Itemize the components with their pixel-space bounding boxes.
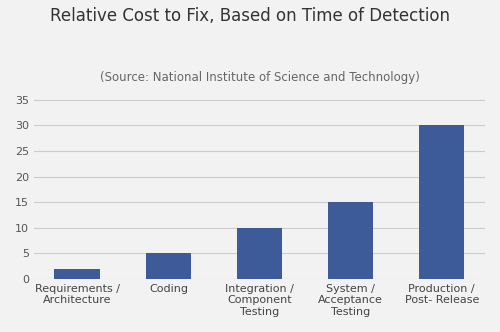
Bar <box>419 125 465 279</box>
Bar <box>146 253 191 279</box>
Bar <box>236 228 282 279</box>
Text: Relative Cost to Fix, Based on Time of Detection: Relative Cost to Fix, Based on Time of D… <box>50 7 450 25</box>
Bar <box>54 269 100 279</box>
Bar <box>328 202 374 279</box>
Title: (Source: National Institute of Science and Technology): (Source: National Institute of Science a… <box>100 71 419 84</box>
